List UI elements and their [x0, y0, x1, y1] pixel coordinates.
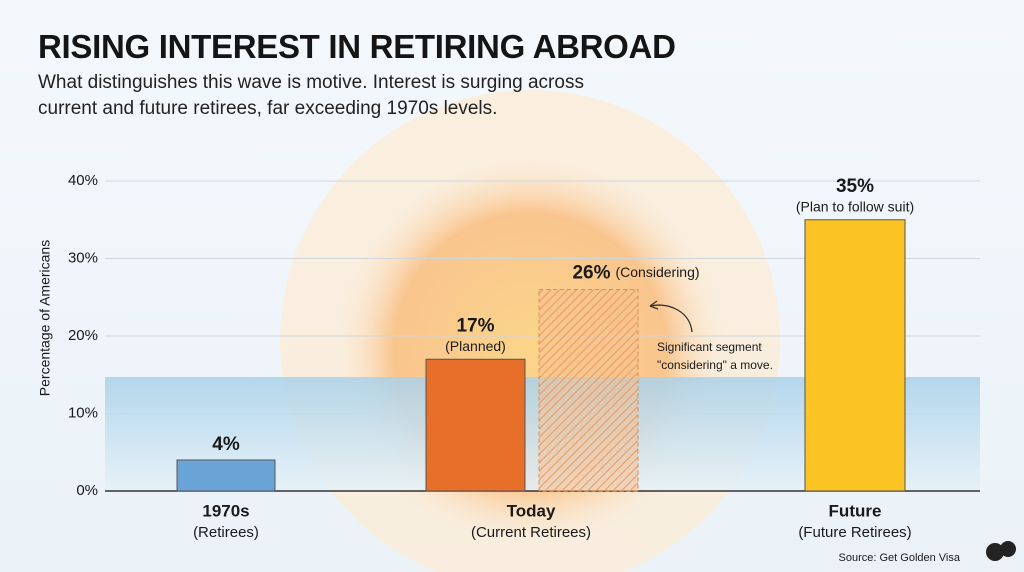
annotation: Significant segment — [657, 340, 762, 354]
x-tick-note: (Current Retirees) — [471, 524, 591, 541]
x-tick-note: (Retirees) — [193, 524, 259, 541]
source: Source: Get Golden Visa — [839, 552, 961, 564]
bar — [804, 219, 906, 492]
x-tick-label: 1970s — [202, 501, 249, 520]
value-label: 17% — [456, 315, 494, 336]
chart-title: RISING INTEREST IN RETIRING ABROAD — [38, 28, 676, 65]
annotation-arrowhead — [649, 300, 659, 310]
x-tick-label: Today — [507, 501, 556, 520]
y-tick-label: 20% — [68, 327, 98, 344]
annotation: "considering" a move. — [657, 358, 773, 372]
y-tick-label: 30% — [68, 249, 98, 266]
value-label: 4% — [212, 434, 240, 455]
annotation-arrow — [649, 304, 693, 333]
value-note: (Plan to follow suit) — [796, 198, 914, 214]
value-label: 35% — [836, 176, 874, 197]
bar — [538, 289, 639, 492]
value-note: (Considering) — [616, 264, 700, 280]
x-tick-note: (Future Retirees) — [798, 524, 911, 541]
logo — [986, 541, 1016, 561]
value-note: (Planned) — [445, 338, 506, 354]
y-tick-label: 0% — [76, 482, 98, 499]
x-tick-label: Future — [829, 501, 882, 520]
y-tick-label: 10% — [68, 404, 98, 421]
bar — [425, 358, 526, 492]
y-tick-label: 40% — [68, 172, 98, 189]
bar — [176, 459, 276, 492]
value-label: 26% — [572, 263, 610, 284]
chart-subtitle: What distinguishes this wave is motive. … — [38, 72, 584, 119]
y-axis-label: Percentage of Americans — [37, 240, 53, 396]
